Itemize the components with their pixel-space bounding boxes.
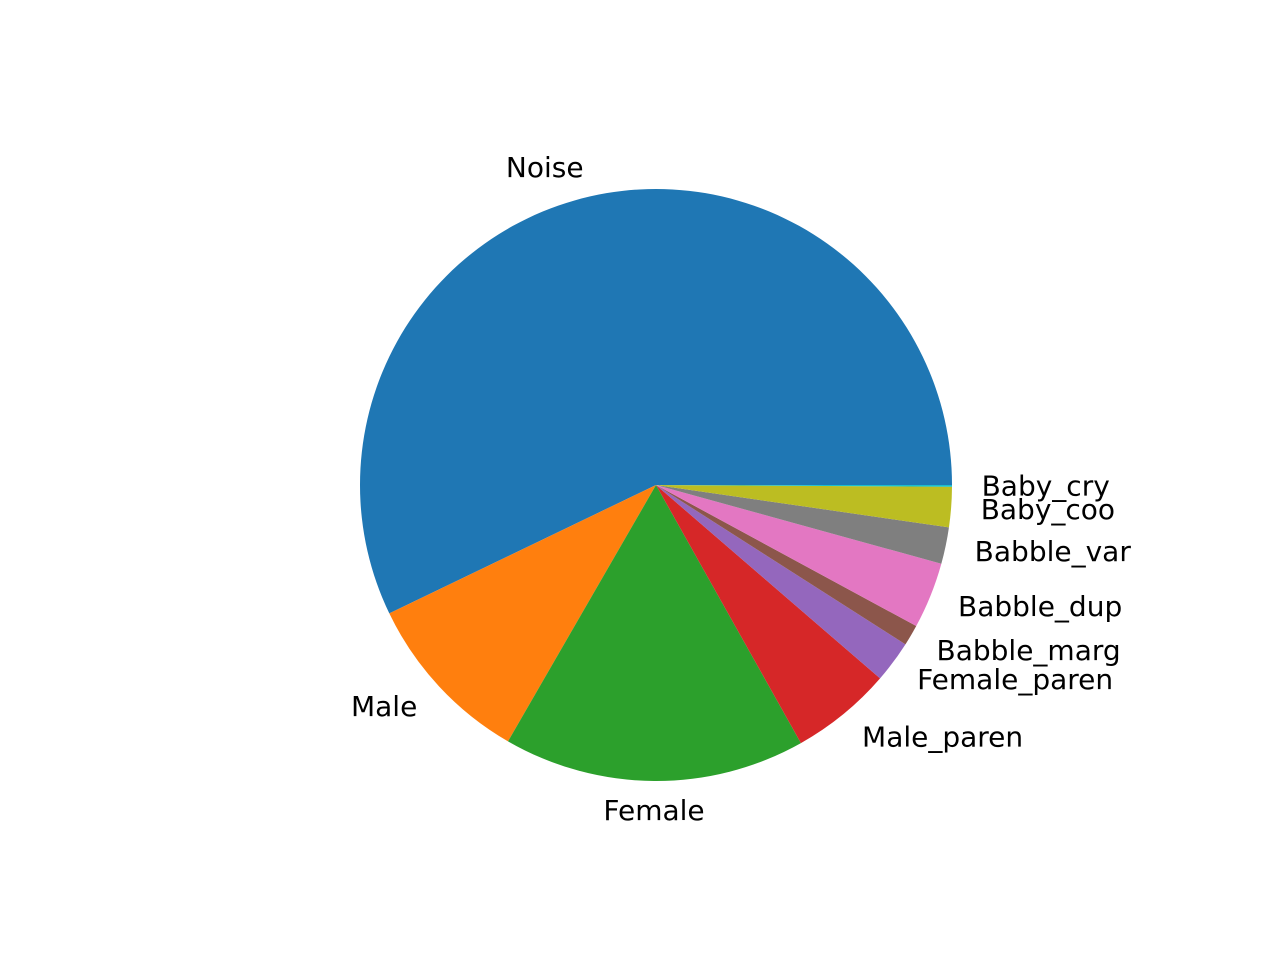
pie-slice-babble-var: [656, 485, 949, 564]
pie-label-babble-var: Babble_var: [975, 535, 1132, 568]
pie-slice-babble-dup: [656, 485, 942, 627]
pie-slice-female: [508, 485, 801, 781]
pie-label-babble-dup: Babble_dup: [958, 590, 1122, 623]
pie-slices: [360, 189, 952, 781]
pie-label-male: Male: [351, 690, 417, 723]
pie-slice-baby-cry: [656, 485, 952, 487]
pie-slice-babble-marg: [656, 485, 917, 645]
pie-label-babble-marg: Babble_marg: [937, 634, 1121, 667]
pie-label-female: Female: [603, 794, 704, 827]
pie-label-baby-coo: Baby_coo: [981, 493, 1115, 526]
pie-slice-male: [389, 485, 656, 742]
pie-label-male-paren: Male_paren: [862, 721, 1023, 754]
pie-labels: NoiseMaleFemaleMale_parenFemale_parenBab…: [351, 151, 1131, 827]
pie-slice-female-paren: [656, 485, 906, 679]
pie-slice-noise: [360, 189, 952, 614]
pie-slice-male-paren: [656, 485, 881, 744]
pie-label-baby-cry: Baby_cry: [982, 469, 1110, 502]
pie-label-female-paren: Female_paren: [917, 663, 1113, 696]
pie-label-noise: Noise: [506, 151, 584, 184]
pie-slice-baby-coo: [656, 485, 952, 528]
